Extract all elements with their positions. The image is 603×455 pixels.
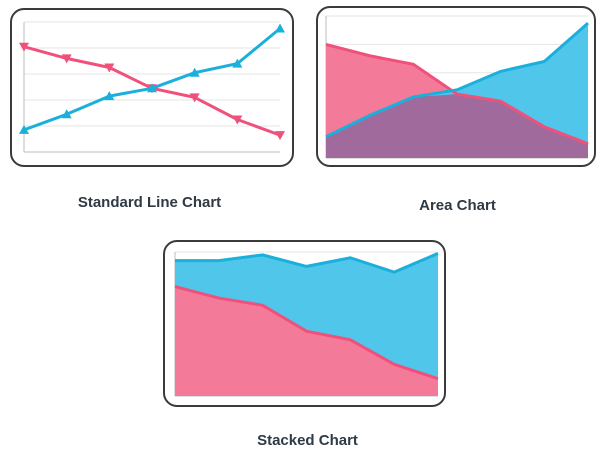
line-series-1-point (275, 131, 285, 141)
line-series-2-point (147, 83, 157, 93)
line-chart-caption: Standard Line Chart (77, 194, 222, 211)
stacked-chart-caption: Stacked Chart (257, 432, 358, 449)
line-series-1-point (232, 115, 243, 125)
stacked-chart-svg (174, 251, 439, 397)
area-chart-svg (325, 15, 589, 159)
stacked-series-1-line (174, 285, 439, 381)
line-series-1-point (19, 42, 29, 52)
line-chart-panel (10, 8, 294, 167)
line-series-2-point (189, 67, 200, 77)
area-chart-panel (316, 6, 596, 167)
line-series-2-point (232, 58, 243, 68)
stacked-chart-panel (163, 240, 446, 407)
line-series-1-point (104, 63, 115, 73)
line-series-2-point (104, 91, 115, 101)
stacked-series-2 (175, 253, 438, 379)
stacked-series-1 (175, 286, 438, 396)
line-series-2-point (61, 109, 72, 119)
stacked-series-2-line (175, 252, 439, 274)
area-series-1-line (325, 42, 589, 146)
area-overlap (326, 94, 588, 158)
line-series-1-point (189, 93, 200, 103)
line-series-1-point (61, 54, 72, 64)
line-series-2-point (275, 23, 285, 33)
line-series-2-point (19, 124, 29, 134)
area-series-2-line (325, 21, 589, 139)
line-series-2 (23, 27, 281, 132)
area-chart-caption: Area Chart (419, 197, 496, 214)
line-chart-svg (19, 21, 285, 153)
